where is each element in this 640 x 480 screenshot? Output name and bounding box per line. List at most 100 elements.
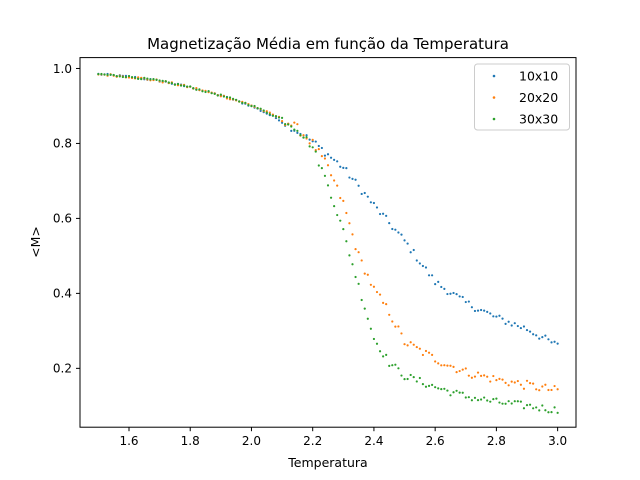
data-point — [403, 343, 406, 346]
data-point — [504, 402, 507, 405]
data-point — [473, 309, 477, 313]
data-point — [424, 266, 428, 269]
data-point — [470, 306, 473, 309]
data-point — [394, 363, 397, 366]
legend-item: 30x30 — [492, 111, 558, 126]
data-point — [323, 174, 327, 177]
data-point — [235, 98, 238, 101]
data-point — [290, 129, 293, 132]
data-point — [504, 322, 507, 325]
data-point — [427, 384, 431, 387]
data-point — [504, 381, 507, 385]
data-point — [238, 100, 241, 103]
data-point — [228, 98, 232, 101]
data-point — [339, 196, 342, 200]
data-point — [231, 97, 235, 100]
data-point — [550, 341, 553, 344]
data-point — [329, 156, 333, 159]
data-point — [311, 146, 314, 149]
data-point — [437, 280, 440, 284]
data-point — [268, 113, 271, 116]
data-point — [216, 94, 219, 97]
data-point — [333, 158, 336, 161]
legend-label: 20x20 — [519, 90, 558, 105]
data-point — [274, 115, 278, 118]
data-point — [421, 353, 425, 357]
data-point — [424, 385, 428, 388]
data-point — [320, 167, 323, 170]
data-point — [544, 383, 547, 386]
data-point — [375, 290, 379, 294]
data-point — [189, 85, 192, 88]
data-point — [415, 259, 418, 262]
data-point — [296, 131, 299, 134]
data-point — [391, 320, 394, 323]
data-point — [137, 77, 140, 80]
data-point — [418, 376, 421, 380]
data-point — [522, 407, 526, 410]
data-point — [544, 409, 547, 412]
data-point — [443, 387, 446, 390]
data-point — [556, 342, 559, 345]
data-point — [467, 374, 470, 377]
legend-box — [474, 63, 570, 131]
data-point — [400, 233, 403, 236]
data-point — [464, 396, 467, 399]
data-point — [434, 283, 437, 286]
data-point — [345, 240, 348, 243]
data-point — [406, 242, 409, 245]
data-point — [532, 407, 535, 410]
data-point — [357, 282, 360, 285]
data-point — [179, 84, 183, 87]
data-point — [550, 411, 553, 414]
data-point — [501, 402, 504, 405]
x-tick-label: 3.0 — [548, 434, 567, 448]
data-point — [556, 411, 559, 414]
data-point — [305, 134, 308, 137]
data-point — [418, 262, 421, 265]
data-point — [161, 81, 164, 84]
points-layer — [97, 72, 559, 414]
data-point — [541, 336, 544, 339]
data-point — [498, 401, 501, 404]
data-point — [167, 81, 170, 84]
legend-item: 20x20 — [492, 90, 558, 105]
data-point — [513, 400, 516, 403]
data-point — [397, 231, 400, 234]
data-point — [388, 222, 391, 225]
data-point — [222, 95, 225, 98]
data-point — [455, 371, 458, 374]
data-point — [449, 364, 452, 367]
data-point — [483, 309, 486, 312]
data-point — [265, 111, 268, 114]
data-point — [369, 201, 372, 204]
data-point — [351, 177, 354, 181]
data-point — [100, 72, 103, 76]
data-point — [369, 283, 372, 286]
legend-label: 10x10 — [519, 68, 558, 83]
data-point — [360, 259, 363, 262]
data-point — [382, 301, 385, 304]
x-tick-label: 2.6 — [426, 434, 445, 448]
y-tick-label: 0.8 — [53, 137, 72, 151]
data-point — [516, 379, 519, 383]
data-point — [495, 397, 498, 400]
data-point — [424, 349, 428, 353]
data-point — [342, 228, 345, 231]
data-point — [492, 374, 495, 378]
data-point — [320, 146, 323, 150]
data-point — [538, 337, 541, 340]
data-point — [228, 96, 232, 99]
data-point — [519, 400, 522, 403]
data-point — [470, 399, 473, 402]
data-point — [173, 83, 177, 86]
data-point — [372, 201, 376, 205]
data-point — [538, 409, 541, 412]
data-point — [320, 155, 323, 158]
data-point — [299, 134, 302, 137]
data-point — [397, 325, 400, 328]
data-point — [345, 211, 348, 215]
data-point — [489, 380, 492, 383]
x-tick-label: 2.4 — [364, 434, 383, 448]
data-point — [556, 388, 559, 391]
